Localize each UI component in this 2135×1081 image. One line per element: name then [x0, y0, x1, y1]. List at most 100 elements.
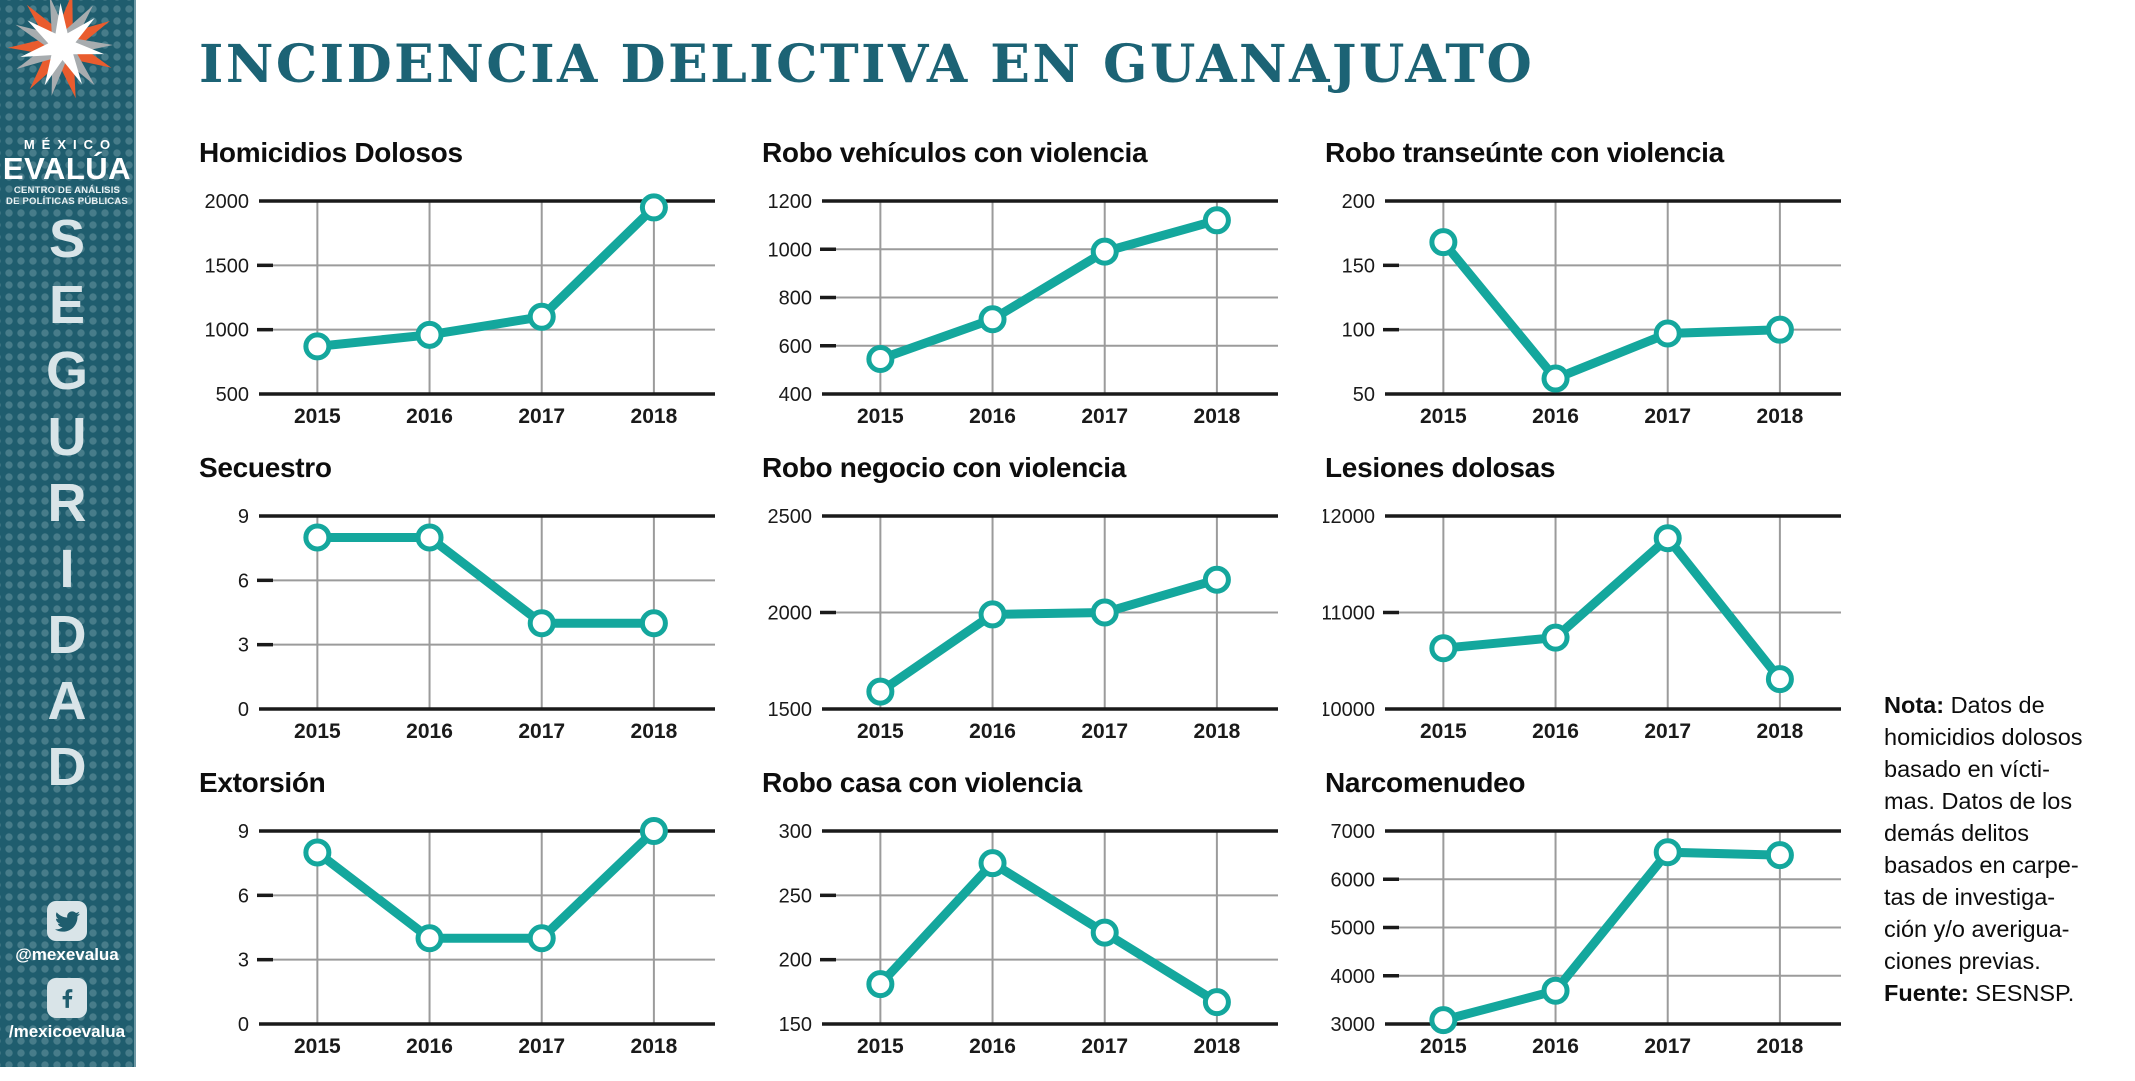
data-line	[877, 857, 1220, 1006]
chart-title: Homicidios Dolosos	[199, 137, 463, 168]
data-point	[1653, 838, 1682, 867]
data-point	[639, 609, 668, 638]
x-tick-label: 2017	[518, 405, 565, 428]
data-point	[527, 924, 556, 953]
facebook-link[interactable]: /mexicoevalua	[0, 978, 134, 1042]
chart-plot: 400 600 800 1000 1200 2015 2016 2017 2018	[768, 191, 1278, 428]
chart-lesiones-dolosas: Lesiones dolosas 10000 11000 12000 2015 2016 2…	[1319, 443, 1886, 758]
charts-grid: Homicidios Dolosos 500 1000 1500 2000 2015 201…	[197, 128, 1886, 1073]
chart-title: Narcomenudeo	[1325, 767, 1526, 798]
chart-robo-casa-con-violencia: Robo casa con violencia 150 200 250 300 2015 2…	[760, 758, 1323, 1073]
chart-title: Lesiones dolosas	[1325, 452, 1556, 483]
x-tick-label: 2016	[406, 720, 453, 743]
y-tick-label: 2500	[768, 506, 813, 528]
x-tick-label: 2017	[1644, 405, 1691, 428]
y-tick-label: 9	[238, 821, 249, 843]
data-point	[1653, 524, 1682, 553]
y-tick-label: 6	[238, 885, 249, 907]
facebook-handle: /mexicoevalua	[8, 1022, 126, 1041]
x-tick-label: 2015	[1420, 1035, 1467, 1058]
x-tick-label: 2016	[969, 405, 1016, 428]
x-tick-label: 2015	[1420, 720, 1467, 743]
data-point	[1429, 634, 1458, 663]
data-line	[1439, 239, 1781, 384]
x-tick-label: 2016	[1532, 720, 1579, 743]
fuente-text: SESNSP.	[1975, 979, 2075, 1006]
y-tick-label: 250	[779, 885, 812, 907]
data-point	[1090, 918, 1119, 947]
chart-title: Extorsión	[199, 767, 326, 798]
data-point	[303, 523, 332, 552]
y-tick-label: 500	[216, 384, 249, 406]
x-tick-label: 2015	[1420, 405, 1467, 428]
data-point	[1429, 1006, 1458, 1035]
y-tick-label: 4000	[1331, 966, 1376, 988]
y-tick-label: 1200	[768, 191, 813, 213]
x-tick-label: 2017	[1081, 1035, 1128, 1058]
y-tick-label: 0	[238, 1014, 249, 1036]
data-point	[639, 193, 668, 222]
source-note: Nota: Datos de homicidios dolosos basado…	[1884, 690, 2134, 1010]
x-tick-label: 2016	[1532, 405, 1579, 428]
x-tick-label: 2015	[857, 405, 904, 428]
x-tick-label: 2016	[1532, 1035, 1579, 1058]
data-point	[978, 305, 1007, 334]
x-tick-label: 2018	[1194, 405, 1241, 428]
y-tick-label: 5000	[1331, 918, 1376, 940]
y-tick-label: 400	[779, 384, 812, 406]
x-tick-label: 2016	[969, 1035, 1016, 1058]
data-point	[303, 332, 332, 361]
facebook-icon	[47, 978, 87, 1018]
mexico-evalua-star-icon	[8, 0, 113, 99]
chart-title: Secuestro	[199, 452, 332, 483]
brand-subtitle-1: CENTRO DE ANÁLISIS	[13, 185, 121, 196]
chart-plot: 0 3 6 9 2015 2016 2017 2018	[238, 506, 715, 743]
x-tick-label: 2016	[969, 720, 1016, 743]
y-tick-label: 1500	[768, 699, 813, 721]
x-tick-label: 2016	[406, 1035, 453, 1058]
data-point	[1090, 237, 1119, 266]
x-tick-label: 2018	[631, 405, 678, 428]
data-point	[1653, 319, 1682, 348]
data-line	[314, 827, 658, 943]
brand-block: MÉXICO EVALÚA CENTRO DE ANÁLISIS DE POLÍ…	[0, 137, 134, 207]
x-tick-label: 2017	[1081, 720, 1128, 743]
data-point	[1202, 206, 1231, 235]
y-tick-label: 3000	[1331, 1014, 1376, 1036]
y-tick-label: 200	[1342, 191, 1375, 213]
data-point	[1541, 364, 1570, 393]
sidebar: MÉXICO EVALÚA CENTRO DE ANÁLISIS DE POLÍ…	[0, 0, 136, 1067]
y-tick-label: 150	[1342, 255, 1375, 277]
y-tick-label: 50	[1353, 384, 1375, 406]
data-line	[1442, 847, 1781, 1025]
y-tick-label: 1500	[205, 255, 250, 277]
chart-narcomenudeo: Narcomenudeo 3000 4000 5000 6000 7000 2015 2016…	[1323, 758, 1886, 1073]
twitter-link[interactable]: @mexevalua	[0, 901, 134, 965]
brand-evalua: EVALÚA	[2, 151, 132, 186]
data-line	[878, 215, 1219, 364]
twitter-icon	[47, 901, 87, 941]
x-tick-label: 2015	[294, 405, 341, 428]
y-tick-label: 600	[779, 336, 812, 358]
vertical-seguridad-label: S E G U R I D A D	[45, 209, 88, 797]
chart-plot: 10000 11000 12000 2015 2016 2017 2018	[1319, 506, 1841, 743]
x-tick-label: 2017	[1644, 720, 1691, 743]
chart-plot: 3000 4000 5000 6000 7000 2015 2016 2017 2018	[1331, 821, 1841, 1058]
chart-secuestro: Secuestro 0 3 6 9 2015 2016 2017 2018	[197, 443, 760, 758]
x-tick-label: 2017	[1644, 1035, 1691, 1058]
data-point	[1090, 598, 1119, 627]
chart-plot: 50 100 150 200 2015 2016 2017 2018	[1342, 191, 1841, 428]
data-point	[1765, 315, 1794, 344]
chart-title: Robo vehículos con violencia	[762, 137, 1148, 168]
data-point	[978, 600, 1007, 629]
x-tick-label: 2017	[1081, 405, 1128, 428]
data-point	[1541, 976, 1570, 1005]
nota-text: Datos de homicidios dolosos basado en ví…	[1884, 692, 2083, 974]
chart-plot: 150 200 250 300 2015 2016 2017 2018	[779, 821, 1278, 1058]
data-point	[415, 320, 444, 349]
chart-plot: 500 1000 1500 2000 2015 2016 2017 2018	[205, 191, 715, 428]
brand-mexico: MÉXICO	[23, 137, 118, 152]
data-point	[866, 970, 895, 999]
data-point	[415, 924, 444, 953]
chart-extorsi-n: Extorsión 0 3 6 9 2015 2016 2017 2018	[197, 758, 760, 1073]
